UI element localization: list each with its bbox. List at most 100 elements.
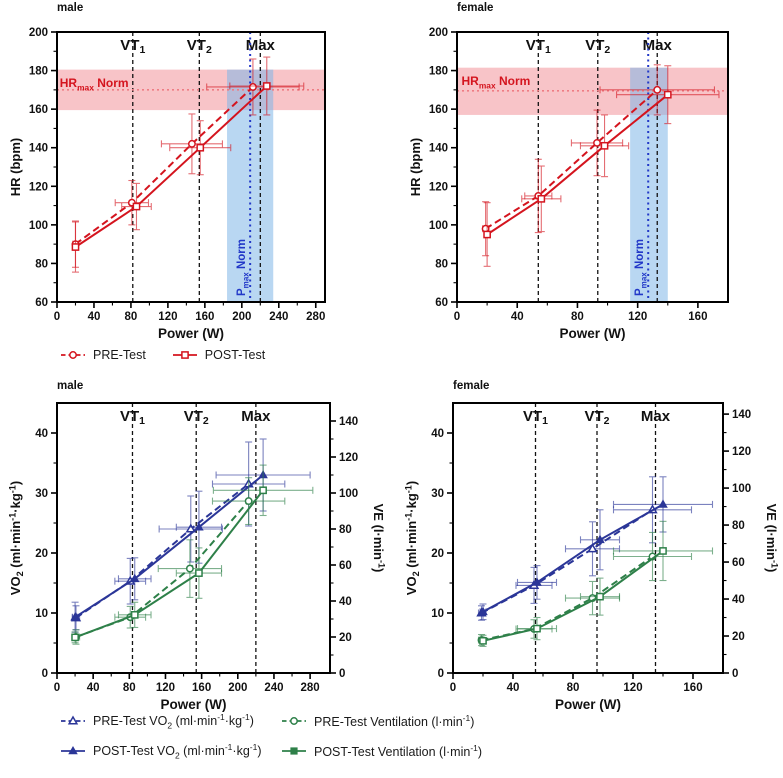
series-post-test [71, 56, 305, 273]
legend-marker-vo2-3 [282, 747, 306, 755]
svg-text:40: 40 [87, 682, 100, 694]
legend-vo2: PRE-Test VO2 (ml·min-1·kg-1) PRE-Test Ven… [60, 712, 482, 760]
series-post-test [483, 65, 720, 267]
y-axis-title: VO2 (ml·min-1·kg-1) [403, 481, 421, 595]
threshold-label: VT2 [187, 37, 212, 56]
svg-text:120: 120 [156, 682, 175, 694]
svg-text:80: 80 [123, 682, 136, 694]
legend-label-vo2-1: PRE-Test Ventilation (l·min-1) [314, 713, 475, 730]
chart-female-hr: female VT1 VT2 Max HRmax Norm Pmax Norm 0 40 80… [399, 0, 783, 342]
svg-text:80: 80 [435, 258, 448, 270]
legend-hr-row: PRE-Test POST-Test [60, 348, 265, 362]
svg-text:40: 40 [507, 682, 520, 694]
svg-text:0: 0 [54, 682, 60, 694]
svg-text:180: 180 [29, 66, 48, 78]
svg-text:0: 0 [438, 668, 444, 680]
x-axis-title: Power (W) [161, 697, 227, 712]
svg-text:280: 280 [306, 311, 325, 323]
legend-label-vo2-3: POST-Test Ventilation (l·min-1) [314, 742, 483, 760]
y-axis-title: HR (bpm) [8, 138, 23, 197]
svg-text:20: 20 [431, 548, 444, 560]
svg-text:120: 120 [429, 181, 448, 193]
svg-text:40: 40 [88, 311, 101, 323]
plot-frame [56, 402, 331, 674]
svg-text:160: 160 [688, 311, 707, 323]
x-axis-title: Power (W) [158, 326, 224, 341]
legend-item-vo2-0: PRE-Test VO2 (ml·min-1·kg-1) [60, 712, 281, 731]
x-axis-title: Power (W) [560, 326, 626, 341]
legend-item-vo2-2: POST-Test VO2 (ml·min-1·kg-1) [60, 741, 281, 761]
threshold-label: VT1 [120, 37, 145, 56]
svg-text:40: 40 [339, 596, 352, 608]
svg-text:200: 200 [29, 27, 48, 39]
y-axis-title: VO2 (ml·min-1·kg-1) [7, 481, 25, 595]
series-post-test-ventilation [479, 520, 714, 647]
chart-male-hr: male VT1 VT2 Max HRmax Norm Pmax Norm 0 40 80 12… [0, 0, 345, 342]
y2-axis-title: VE (l·min-1) [371, 504, 387, 573]
svg-text:20: 20 [35, 548, 48, 560]
male-hr-plot: VT1 VT2 Max HRmax Norm Pmax Norm 0 40 80 120 160 2… [8, 27, 326, 341]
svg-text:100: 100 [429, 220, 448, 232]
panel-title-male-hr: male [57, 2, 84, 14]
svg-text:160: 160 [683, 682, 702, 694]
series-post-test-vo2 [478, 476, 714, 621]
legend-label-hr-0: PRE-Test [93, 348, 146, 362]
p-max-norm-label: Pmax Norm [634, 239, 648, 296]
svg-text:100: 100 [29, 220, 48, 232]
svg-text:10: 10 [431, 608, 444, 620]
legend-label-vo2-2: POST-Test VO2 (ml·min-1·kg-1) [93, 741, 262, 761]
svg-text:80: 80 [571, 311, 584, 323]
panel-title-female-vo2: female [453, 380, 490, 392]
svg-text:160: 160 [192, 682, 211, 694]
svg-text:140: 140 [339, 416, 358, 428]
svg-text:0: 0 [339, 668, 345, 680]
legend-item-vo2-3: POST-Test Ventilation (l·min-1) [281, 742, 482, 761]
threshold-label: VT2 [584, 408, 609, 427]
svg-text:60: 60 [35, 297, 48, 309]
svg-text:40: 40 [732, 594, 745, 606]
panel-title-male-vo2: male [57, 380, 84, 392]
threshold-label: VT2 [184, 408, 209, 427]
svg-text:80: 80 [339, 524, 352, 536]
legend-label-hr-1: POST-Test [204, 348, 266, 362]
legend-item-vo2-1: PRE-Test Ventilation (l·min-1) [281, 712, 482, 731]
svg-text:160: 160 [29, 104, 48, 116]
chart-male-vo2: male VT1 VT2 Max 0 40 80 120 160 200 240 280 0 10 20 3… [0, 375, 397, 720]
svg-text:240: 240 [269, 311, 288, 323]
svg-text:80: 80 [567, 682, 580, 694]
svg-text:10: 10 [35, 608, 48, 620]
svg-text:120: 120 [158, 311, 177, 323]
female-hr-plot: VT1 VT2 Max HRmax Norm Pmax Norm 0 40 80 120 160 6… [408, 27, 729, 341]
svg-text:280: 280 [301, 682, 320, 694]
svg-text:200: 200 [232, 311, 251, 323]
svg-text:60: 60 [339, 560, 352, 572]
p-max-norm-label: Pmax Norm [236, 239, 250, 296]
svg-text:30: 30 [35, 488, 48, 500]
threshold-label: Max [641, 408, 671, 425]
svg-text:30: 30 [431, 488, 444, 500]
hr-max-norm-label: HRmax Norm [60, 76, 129, 92]
legend-item-hr-1: POST-Test [172, 348, 265, 362]
svg-text:20: 20 [339, 632, 352, 644]
threshold-label: VT2 [585, 37, 610, 56]
threshold-label: VT1 [523, 408, 548, 427]
legend-hr: PRE-Test POST-Test [60, 348, 265, 362]
y-axis-title: HR (bpm) [408, 138, 423, 197]
svg-text:0: 0 [454, 311, 460, 323]
x-axis-title: Power (W) [555, 697, 621, 712]
svg-text:200: 200 [429, 27, 448, 39]
svg-text:60: 60 [732, 557, 745, 569]
legend-label-vo2-0: PRE-Test VO2 (ml·min-1·kg-1) [93, 712, 254, 731]
threshold-label: VT1 [526, 37, 551, 56]
series-pre-test-vo2 [70, 441, 286, 631]
male-vo2-plot: VT1 VT2 Max 0 40 80 120 160 200 240 280 0 10 20 30 40 0 2… [7, 402, 387, 712]
p-max-norm-band [630, 67, 668, 302]
svg-text:100: 100 [339, 488, 358, 500]
svg-text:180: 180 [429, 66, 448, 78]
svg-text:160: 160 [195, 311, 214, 323]
svg-text:40: 40 [431, 428, 444, 440]
svg-text:40: 40 [35, 428, 48, 440]
legend-item-hr-0: PRE-Test [60, 348, 146, 362]
legend-marker-vo2-1 [282, 717, 306, 726]
